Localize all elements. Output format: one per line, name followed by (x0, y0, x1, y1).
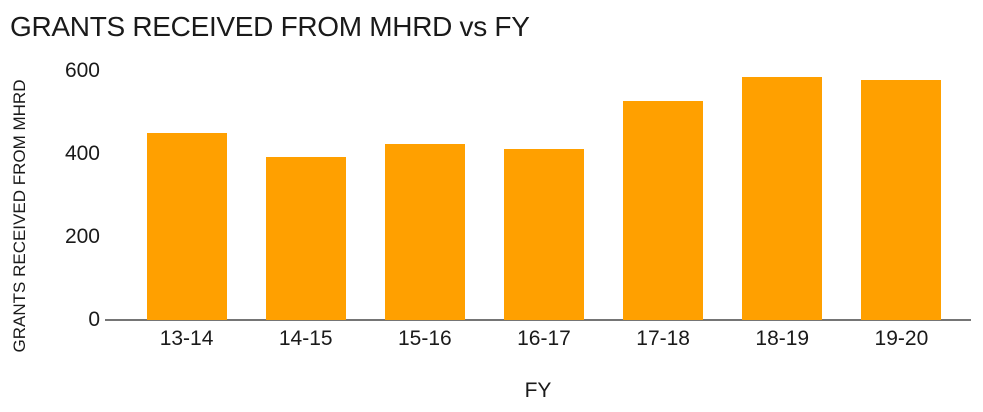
y-axis-tick-label: 600 (64, 59, 100, 82)
y-axis-tick-labels: 0 200 400 600 (30, 0, 100, 412)
chart-title: GRANTS RECEIVED FROM MHRD vs FY (10, 11, 530, 42)
x-axis-line (105, 319, 971, 321)
x-axis-tick-label: 17-18 (636, 327, 690, 350)
x-axis-tick-label: 13-14 (159, 327, 214, 350)
x-axis-tick-label: 18-19 (755, 327, 810, 350)
bar-slot (723, 71, 842, 320)
bar-19-20[interactable] (861, 80, 942, 320)
y-axis-title: GRANTS RECEIVED FROM MHRD (10, 79, 29, 353)
x-axis-tick-label: 19-20 (874, 327, 929, 350)
x-axis-tick-labels: 13-14 14-15 15-16 16-17 17-18 18-19 19-20 (105, 327, 971, 351)
bar-slot (842, 71, 961, 320)
bar-slot (604, 71, 723, 320)
y-axis-tick-label: 0 (88, 308, 100, 331)
x-axis-tick-label: 15-16 (397, 327, 452, 350)
x-axis-tick-label: 16-17 (517, 327, 571, 350)
x-axis-tick-label: 14-15 (278, 327, 333, 350)
bar-slot (246, 71, 365, 320)
y-axis-tick-label: 200 (64, 225, 100, 248)
bar-17-18[interactable] (623, 101, 704, 320)
bar-14-15[interactable] (265, 156, 346, 320)
bars-plot-area (105, 71, 971, 320)
bar-13-14[interactable] (146, 133, 227, 320)
bar-slot (484, 71, 603, 320)
bar-16-17[interactable] (503, 148, 584, 320)
bar-18-19[interactable] (742, 77, 823, 320)
bar-slot (127, 71, 246, 320)
bar-15-16[interactable] (384, 143, 465, 320)
x-axis-title: FY (524, 379, 552, 402)
bar-slot (365, 71, 484, 320)
y-axis-tick-label: 400 (64, 142, 100, 165)
